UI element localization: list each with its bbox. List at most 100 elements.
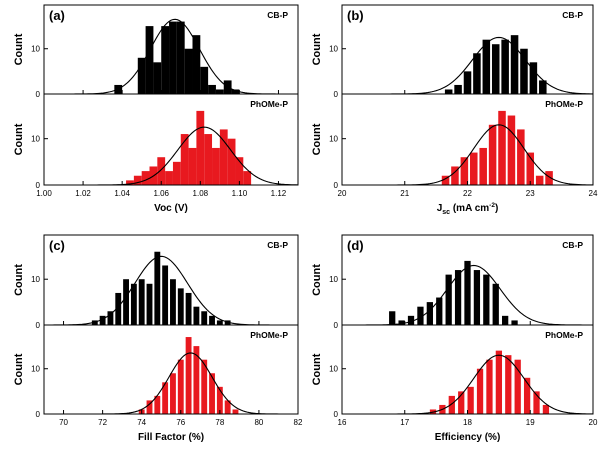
x-tick-label: 70 (59, 418, 68, 427)
legend-label-phome-p: PhOMe-P (545, 99, 583, 109)
histogram-bar (235, 157, 244, 185)
histogram-bar (436, 297, 443, 325)
x-tick-label: 1.02 (75, 189, 91, 198)
histogram-bar (454, 84, 462, 94)
x-tick-label: 1.06 (153, 189, 169, 198)
histogram-bar (231, 89, 240, 94)
histogram-bar (177, 288, 184, 325)
histogram-bar (441, 175, 450, 185)
histogram-bar (209, 373, 215, 414)
y-tick-label: 0 (334, 181, 339, 190)
histogram-bar (115, 292, 122, 325)
histogram-bar (517, 129, 525, 185)
histogram-bar (523, 377, 531, 414)
histogram-bar (215, 89, 224, 94)
histogram-bar (486, 359, 493, 414)
histogram-bar (507, 115, 516, 185)
x-axis-label: Voc (V) (154, 203, 188, 214)
y-tick-label: 10 (329, 275, 338, 284)
x-axis-label-close: ) (495, 203, 498, 214)
histogram-bar (498, 110, 506, 185)
histogram-bar (444, 89, 453, 94)
histogram-bar (473, 270, 481, 325)
histogram-bar (137, 57, 146, 94)
x-tick-label: 24 (589, 189, 598, 198)
histogram-bar (448, 395, 455, 414)
histogram-bar (176, 21, 185, 94)
subplot-phome-p: 0 10 Count PhOMe-P (311, 99, 594, 190)
histogram-bar (177, 359, 184, 414)
histogram-bar (133, 175, 142, 185)
x-axis-label: Fill Factor (%) (138, 432, 204, 443)
histogram-bar (464, 260, 471, 325)
histogram-bar (529, 62, 538, 94)
histogram-bar (180, 134, 189, 185)
histogram-bar (492, 283, 499, 325)
x-tick-label: 17 (400, 418, 409, 427)
histogram-bar (184, 48, 193, 94)
x-tick-label: 18 (463, 418, 472, 427)
histogram-bar (458, 391, 465, 414)
y-axis-label: Count (13, 353, 25, 385)
y-tick-label: 0 (36, 321, 41, 330)
histogram-bar (398, 320, 405, 325)
y-axis-label: Count (311, 33, 323, 65)
histogram-bar (460, 157, 469, 185)
histogram-bar (185, 292, 192, 325)
histogram-bar (417, 306, 424, 325)
histogram-bar (467, 386, 474, 414)
panel-label: (b) (347, 8, 364, 23)
histogram-bar (243, 171, 252, 185)
x-tick-label: 20 (589, 418, 598, 427)
x-tick-label: 74 (137, 418, 146, 427)
histogram-bar (495, 350, 503, 414)
legend-label-phome-p: PhOMe-P (250, 330, 288, 340)
subplot-cb-p: 0 10 Count CB-P (13, 10, 298, 99)
histogram-bar (232, 409, 239, 414)
histogram-bar (470, 152, 478, 185)
histogram-bar (542, 404, 550, 414)
histogram-bar (426, 302, 433, 325)
y-axis-label: Count (311, 353, 323, 385)
histogram-bar (535, 175, 544, 185)
histogram-bar (501, 39, 509, 94)
histogram-bar (162, 265, 169, 325)
histogram-bar (454, 270, 462, 325)
histogram-bar (154, 395, 161, 414)
panel-label: (c) (49, 238, 65, 253)
histogram-bar (193, 346, 200, 414)
histogram-bar (107, 311, 114, 325)
histogram-bar (209, 315, 215, 325)
x-axis-label-unit: (mA cm (450, 203, 489, 214)
legend-label-cb-p: CB-P (562, 240, 583, 250)
y-tick-label: 10 (329, 365, 338, 374)
histogram-bar (153, 62, 162, 94)
histogram-bar (545, 171, 553, 185)
histogram-bar (479, 147, 487, 185)
y-tick-label: 0 (36, 90, 41, 99)
histogram-bar (193, 306, 200, 325)
histogram-bar (224, 320, 231, 325)
histogram-bar (146, 283, 153, 325)
legend-label-phome-p: PhOMe-P (250, 99, 288, 109)
x-tick-label: 1.04 (114, 189, 130, 198)
x-tick-label: 82 (294, 418, 303, 427)
subplot-phome-p: 0 10 Count PhOMe-P (311, 330, 594, 419)
panel-label: (d) (347, 238, 364, 253)
histogram-bar (170, 373, 176, 414)
panel-b: 0 10 Count CB-P 0 10 Count PhOMe-P 20 21 22 23 24 Jsc… (311, 4, 598, 216)
subplot-phome-p: 0 10 Count PhOMe-P (13, 99, 299, 190)
histogram-bar (389, 311, 396, 325)
histogram-bar (123, 279, 129, 325)
x-tick-label: 19 (526, 418, 535, 427)
histogram-bar (201, 359, 208, 414)
plot-frame (43, 4, 299, 186)
y-tick-label: 10 (31, 365, 40, 374)
y-tick-label: 10 (31, 45, 40, 54)
histogram-bar (514, 359, 521, 414)
x-tick-label: 78 (215, 418, 224, 427)
y-tick-label: 0 (36, 181, 41, 190)
histogram-bar (505, 355, 512, 414)
x-tick-label: 1.12 (271, 189, 287, 198)
histogram-bar (201, 311, 208, 325)
